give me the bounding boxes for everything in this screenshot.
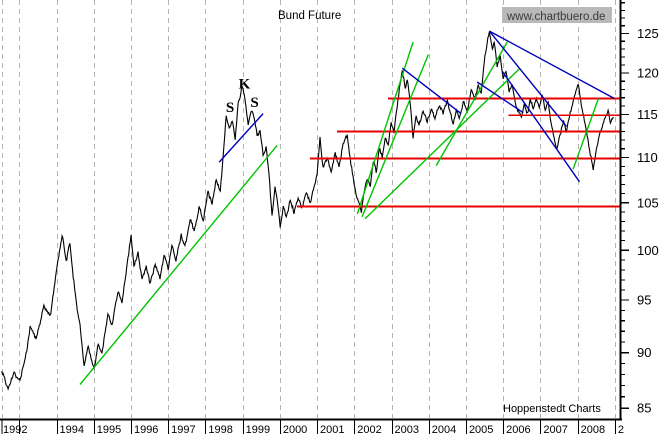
price-line — [1, 31, 614, 391]
downtrend-lines-layer — [218, 30, 615, 183]
hs-letter-S-1: S — [226, 100, 234, 116]
watermark-link[interactable]: www.chartbuero.de — [506, 11, 605, 23]
y-axis: 85 90 95 100 105 110 115 120 125 — [619, 0, 659, 419]
x-label-1997: 1997 — [171, 424, 195, 436]
uptrend-line-1 — [79, 144, 278, 385]
chart-title: Bund Future — [278, 10, 341, 22]
credit-text: Hoppenstedt Charts — [503, 403, 601, 415]
y-label-115: 115 — [637, 107, 658, 122]
downtrend-line-1 — [218, 113, 264, 163]
hs-letter-S-3: S — [250, 95, 258, 111]
y-label-125: 125 — [637, 26, 659, 41]
x-label-2006: 2006 — [506, 424, 530, 436]
resistance-lines-layer — [297, 97, 620, 208]
uptrend-line-4 — [364, 68, 520, 220]
x-label-2000: 2000 — [283, 424, 307, 436]
uptrend-line-6 — [572, 98, 600, 170]
y-label-105: 105 — [637, 195, 659, 210]
x-label-1994: 1994 — [60, 424, 84, 436]
uptrend-lines-layer — [79, 41, 600, 385]
x-label-1992: 1992 — [3, 424, 27, 436]
y-label-110: 110 — [637, 150, 658, 165]
y-label-95: 95 — [637, 293, 651, 308]
watermark-background — [502, 7, 612, 23]
grid-layer — [2, 0, 616, 418]
x-label-2003: 2003 — [395, 424, 419, 436]
downtrend-line-5 — [476, 81, 524, 114]
x-label-1999: 1999 — [246, 424, 270, 436]
uptrend-line-3 — [361, 54, 429, 218]
hs-letter-K-2: K — [239, 77, 251, 93]
x-label-2005: 2005 — [469, 424, 493, 436]
x-label-partial-2009: 2 — [618, 424, 624, 436]
x-label-2004: 2004 — [432, 424, 456, 436]
annotations-layer: Bund Future www.chartbuero.de Hoppensted… — [226, 7, 612, 415]
x-axis: 1992 1994 1995 1996 1997 1998 1999 2000 2001 2002… — [0, 418, 624, 436]
price-line-layer — [1, 31, 614, 391]
uptrend-line-2 — [356, 41, 414, 215]
x-label-2001: 2001 — [320, 424, 344, 436]
x-label-2008: 2008 — [581, 424, 605, 436]
downtrend-line-2 — [401, 67, 462, 115]
downtrend-line-4 — [488, 30, 567, 127]
uptrend-line-5 — [435, 41, 508, 166]
x-label-2007: 2007 — [543, 424, 567, 436]
y-label-120: 120 — [637, 66, 659, 81]
x-label-1995: 1995 — [97, 424, 121, 436]
downtrend-line-6 — [501, 71, 581, 183]
x-label-1998: 1998 — [208, 424, 232, 436]
downtrend-line-3 — [489, 30, 615, 100]
x-label-1996: 1996 — [134, 424, 158, 436]
y-label-90: 90 — [637, 345, 651, 360]
y-label-85: 85 — [637, 401, 651, 416]
y-label-100: 100 — [637, 243, 659, 258]
x-label-2002: 2002 — [357, 424, 381, 436]
